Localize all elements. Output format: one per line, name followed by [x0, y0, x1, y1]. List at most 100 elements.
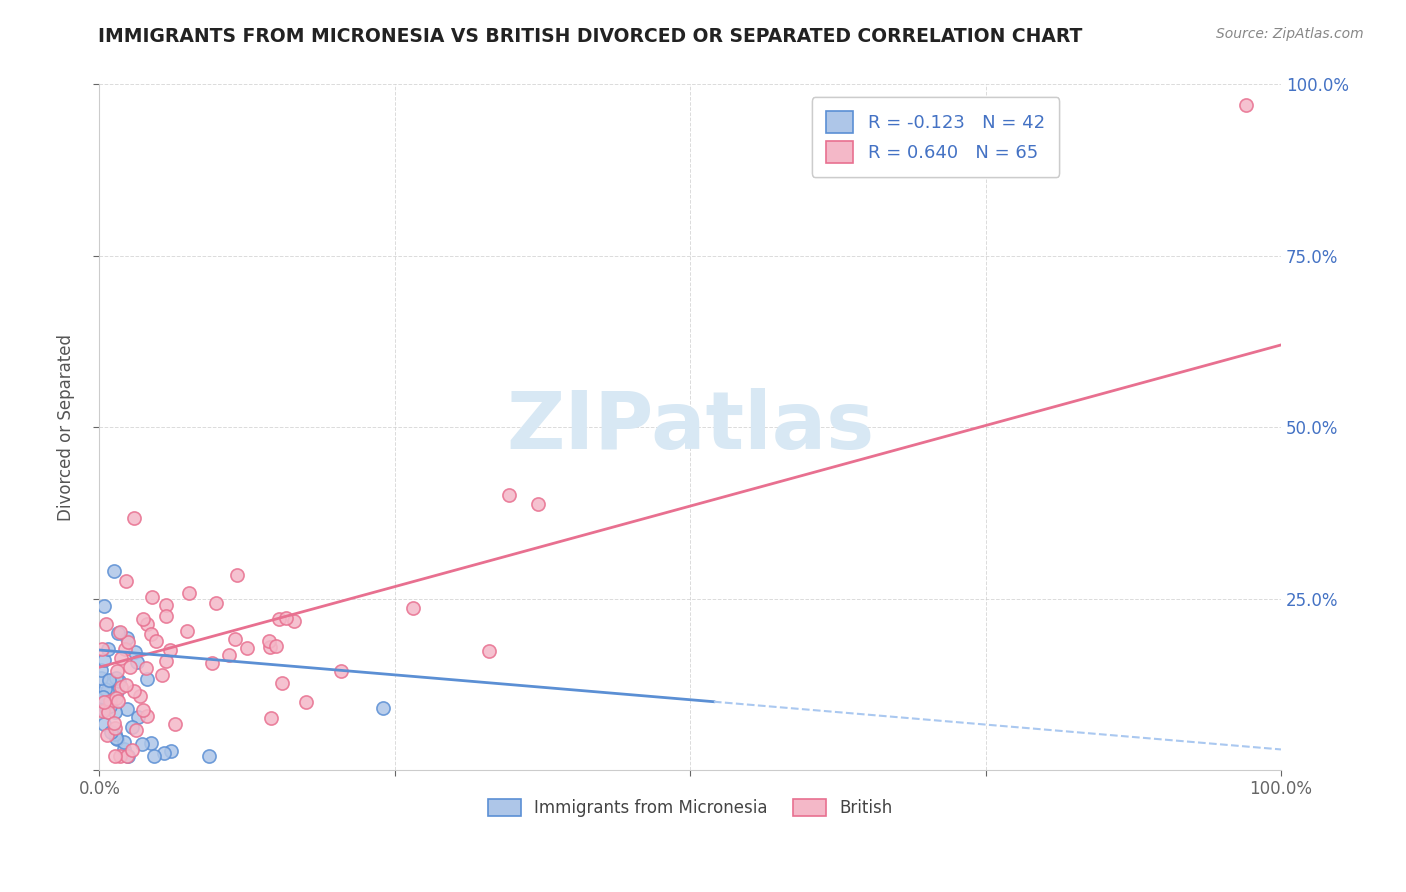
Point: [259, 640, 281, 654]
Point: [145, 633, 167, 648]
Point: [141, 626, 163, 640]
Point: [90, 671, 112, 685]
Point: [104, 721, 127, 735]
Text: Source: ZipAtlas.com: Source: ZipAtlas.com: [1216, 27, 1364, 41]
Point: [104, 690, 127, 705]
Point: [129, 689, 152, 703]
Point: [104, 705, 127, 719]
Point: [103, 715, 125, 730]
Point: [117, 749, 139, 764]
Point: [107, 683, 129, 698]
Point: [107, 694, 129, 708]
Point: [283, 614, 305, 628]
Point: [93, 695, 115, 709]
Point: [153, 746, 176, 760]
Point: [260, 711, 283, 725]
Point: [97, 642, 120, 657]
Point: [108, 749, 131, 764]
Point: [104, 731, 127, 746]
Point: [131, 737, 153, 751]
Point: [89, 687, 111, 701]
Point: [100, 725, 122, 739]
Point: [108, 625, 131, 640]
Point: [93, 653, 115, 667]
Point: [225, 567, 247, 582]
Point: [274, 611, 297, 625]
Text: ZIPatlas: ZIPatlas: [506, 388, 875, 467]
Point: [112, 735, 135, 749]
Point: [159, 642, 181, 657]
Point: [91, 690, 114, 705]
Point: [257, 633, 280, 648]
Point: [121, 720, 143, 734]
Text: IMMIGRANTS FROM MICRONESIA VS BRITISH DIVORCED OR SEPARATED CORRELATION CHART: IMMIGRANTS FROM MICRONESIA VS BRITISH DI…: [98, 27, 1083, 45]
Point: [97, 674, 120, 689]
Point: [179, 586, 201, 600]
Point: [118, 660, 141, 674]
Point: [96, 728, 118, 742]
Point: [105, 664, 128, 678]
Point: [127, 655, 149, 669]
Point: [104, 749, 127, 764]
Point: [201, 657, 224, 671]
Point: [271, 676, 294, 690]
Point: [122, 684, 145, 698]
Y-axis label: Divorced or Separated: Divorced or Separated: [58, 334, 75, 521]
Point: [266, 639, 288, 653]
Point: [204, 596, 226, 610]
Point: [98, 694, 121, 708]
Point: [115, 702, 138, 716]
Point: [110, 680, 132, 694]
Point: [117, 635, 139, 649]
Point: [110, 650, 132, 665]
Point: [94, 681, 117, 696]
Point: [97, 705, 120, 719]
Point: [526, 498, 548, 512]
Point: [104, 727, 127, 741]
Point: [132, 612, 155, 626]
Point: [329, 665, 352, 679]
Point: [236, 640, 259, 655]
Point: [127, 710, 149, 724]
Point: [150, 668, 173, 682]
Point: [218, 648, 240, 662]
Point: [155, 608, 177, 623]
Point: [124, 510, 146, 524]
Point: [402, 600, 425, 615]
Point: [94, 617, 117, 632]
Point: [124, 645, 146, 659]
Point: [198, 749, 221, 764]
Point: [105, 671, 128, 685]
Point: [103, 564, 125, 578]
Point: [97, 673, 120, 688]
Point: [112, 742, 135, 756]
Point: [93, 599, 115, 613]
Point: [155, 598, 177, 612]
Point: [136, 617, 159, 632]
Point: [108, 674, 131, 689]
Point: [96, 701, 118, 715]
Point: [107, 626, 129, 640]
Point: [93, 702, 115, 716]
Point: [91, 704, 114, 718]
Point: [100, 698, 122, 713]
Point: [105, 732, 128, 747]
Point: [371, 701, 394, 715]
Point: [141, 591, 163, 605]
Point: [498, 488, 520, 502]
Point: [121, 742, 143, 756]
Point: [267, 612, 290, 626]
Point: [90, 642, 112, 657]
Point: [96, 684, 118, 698]
Point: [160, 744, 183, 758]
Point: [224, 632, 246, 647]
Point: [114, 642, 136, 657]
Legend: Immigrants from Micronesia, British: Immigrants from Micronesia, British: [481, 792, 900, 823]
Point: [294, 695, 316, 709]
Point: [142, 749, 165, 764]
Point: [165, 717, 187, 731]
Point: [155, 654, 177, 668]
Point: [117, 631, 139, 645]
Point: [141, 736, 163, 750]
Point: [115, 749, 138, 764]
